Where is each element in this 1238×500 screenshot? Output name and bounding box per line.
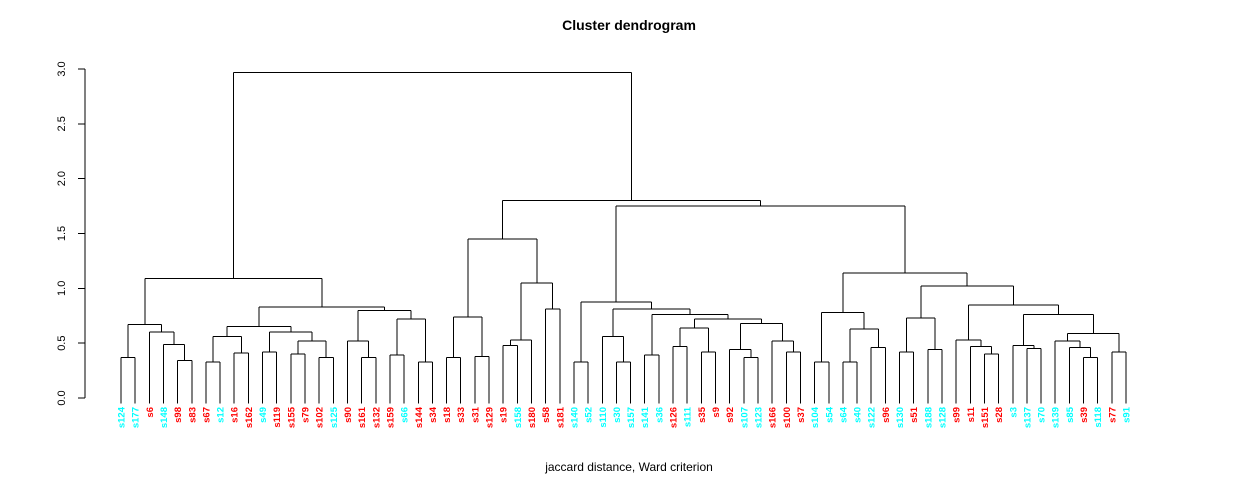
y-axis-tick-label: 0.0: [56, 390, 68, 405]
y-axis-tick-label: 1.5: [56, 226, 68, 241]
leaf-label: s166: [768, 407, 779, 428]
leaf-label: s92: [725, 407, 736, 423]
y-axis-tick-label: 2.5: [56, 116, 68, 131]
leaf-label: s118: [1093, 407, 1104, 428]
leaf-label: s132: [371, 407, 382, 428]
leaf-label: s34: [428, 406, 439, 423]
leaf-label: s35: [697, 406, 708, 423]
leaf-label: s83: [187, 407, 198, 423]
leaf-label: s12: [216, 407, 227, 423]
leaf-label: s111: [683, 406, 694, 427]
leaf-label: s141: [640, 406, 651, 428]
y-axis-tick-label: 0.5: [56, 336, 68, 351]
leaf-label: s139: [1051, 407, 1062, 428]
leaf-label: s151: [980, 406, 991, 428]
leaf-label: s85: [1065, 406, 1076, 423]
leaf-label: s67: [201, 407, 212, 423]
leaf-label: s159: [385, 407, 396, 428]
leaf-label: s36: [654, 407, 665, 423]
leaf-label: s124: [117, 406, 128, 428]
leaf-label: s90: [343, 407, 354, 423]
leaf-label: s77: [1107, 407, 1118, 423]
leaf-label: s99: [952, 407, 963, 423]
leaf-label: s125: [329, 406, 340, 428]
y-axis-tick-label: 3.0: [56, 61, 68, 76]
leaf-label: s3: [1008, 407, 1019, 418]
leaf-label: s177: [131, 407, 142, 428]
leaf-label: s100: [782, 407, 793, 428]
leaf-label: s162: [244, 407, 255, 428]
leaf-label: s54: [824, 406, 835, 423]
leaf-label: s30: [612, 407, 623, 423]
leaf-label: s129: [485, 407, 496, 428]
leaf-label: s33: [456, 407, 467, 423]
leaf-label: s123: [753, 407, 764, 428]
leaf-label: s144: [414, 406, 425, 428]
leaf-label: s148: [159, 407, 170, 428]
leaf-label: s96: [881, 407, 892, 423]
x-axis-caption: jaccard distance, Ward criterion: [545, 460, 713, 474]
leaf-label: s110: [598, 407, 609, 428]
leaf-label: s140: [569, 407, 580, 428]
leaf-label: s130: [895, 407, 906, 428]
leaf-label: s158: [513, 407, 524, 428]
leaf-label: s119: [272, 407, 283, 428]
leaf-label: s128: [937, 407, 948, 428]
leaf-label: s52: [584, 407, 595, 423]
leaf-label: s180: [527, 407, 538, 428]
leaf-label: s51: [909, 406, 920, 423]
leaf-label: s11: [966, 406, 977, 422]
leaf-label: s70: [1037, 407, 1048, 423]
leaf-label: s188: [923, 407, 934, 428]
leaf-label: s137: [1022, 407, 1033, 428]
leaf-label: s155: [286, 406, 297, 428]
leaf-label: s28: [994, 407, 1005, 423]
leaf-label: s19: [499, 407, 510, 423]
leaf-label: s79: [301, 407, 312, 423]
leaf-label: s64: [838, 406, 849, 423]
leaf-label: s40: [853, 407, 864, 423]
leaf-label: s37: [796, 407, 807, 423]
leaf-label: s126: [669, 407, 680, 428]
leaf-label: s102: [315, 407, 326, 428]
leaf-label: s49: [258, 407, 269, 423]
leaf-label: s104: [810, 406, 821, 428]
y-axis-tick-label: 2.0: [56, 171, 68, 186]
leaf-label: s9: [711, 407, 722, 418]
y-axis-tick-label: 1.0: [56, 281, 68, 296]
leaf-label: s16: [230, 407, 241, 423]
leaf-label: s6: [145, 407, 156, 418]
chart-title: Cluster dendrogram: [562, 17, 696, 33]
leaf-label: s31: [470, 406, 481, 423]
leaf-label: s18: [442, 407, 453, 423]
leaf-label: s122: [867, 407, 878, 428]
leaf-label: s181: [555, 406, 566, 428]
leaf-label: s39: [1079, 407, 1090, 423]
leaf-label: s58: [541, 407, 552, 423]
leaf-label: s66: [400, 407, 411, 423]
leaf-label: s91: [1122, 406, 1133, 423]
leaf-label: s157: [626, 407, 637, 428]
leaf-label: s98: [173, 407, 184, 423]
leaf-label: s107: [739, 407, 750, 428]
leaf-label: s161: [357, 406, 368, 428]
